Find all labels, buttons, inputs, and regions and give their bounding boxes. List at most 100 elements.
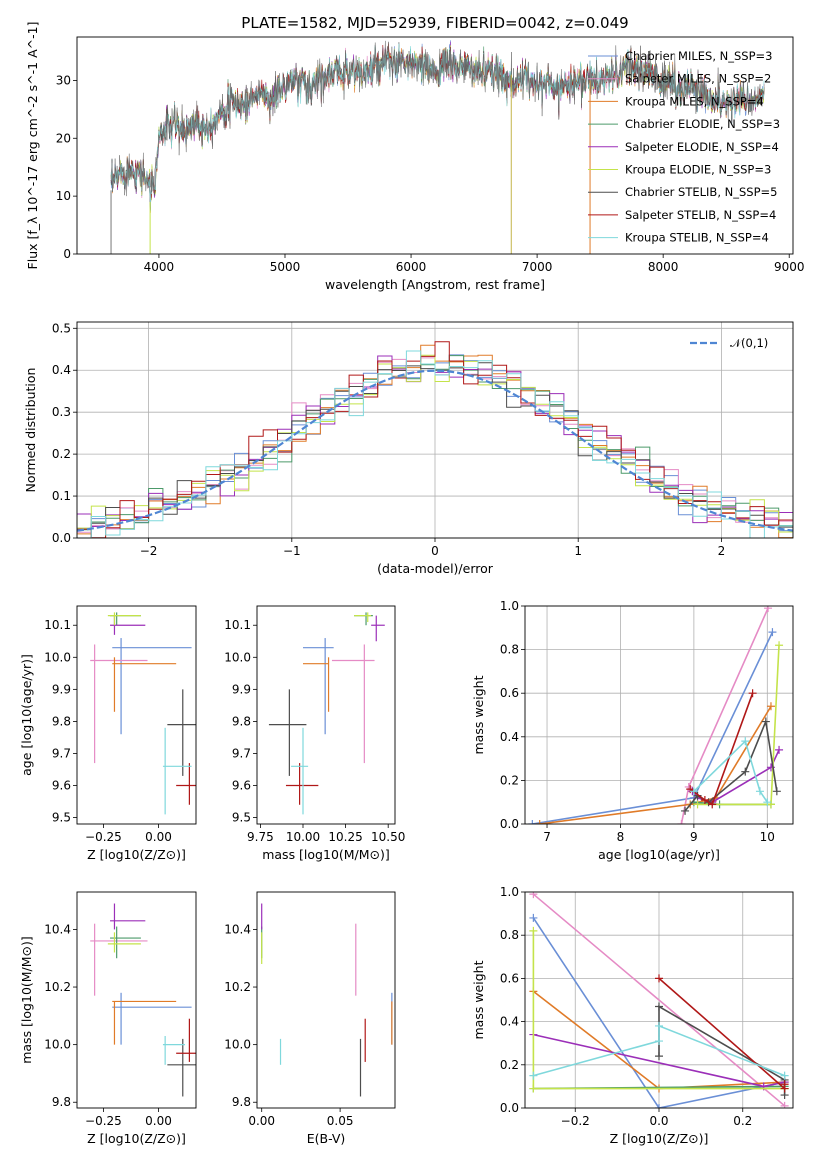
x-tick-label: 7000	[522, 260, 553, 274]
weight-line-1	[532, 893, 786, 1107]
x-tick-label: 0.0	[649, 1114, 668, 1128]
y-tick-label: 9.9	[232, 682, 251, 696]
y-axis-label: Normed distribution	[23, 368, 38, 493]
histogram-7	[77, 341, 793, 538]
y-axis-label: Flux [f_λ 10^-17 erg cm^-2 s^-1 A^-1]	[25, 22, 40, 270]
y-tick-label: 9.6	[232, 779, 251, 793]
weight-marker-6	[741, 767, 750, 776]
y-tick-label: 10.4	[44, 922, 71, 936]
x-tick-label: 0.2	[733, 1114, 752, 1128]
y-tick-label: 10	[56, 189, 71, 203]
weight-line-2	[539, 705, 772, 824]
y-tick-label: 10.1	[44, 618, 71, 632]
y-tick-label: 0.0	[52, 531, 71, 545]
histograms	[77, 341, 793, 538]
errorbars	[90, 903, 196, 1097]
y-tick-label: 9.7	[232, 746, 251, 760]
y-axis-label: mass weight	[471, 960, 486, 1039]
y-tick-label: 9.7	[52, 746, 71, 760]
x-tick-label: 0.00	[248, 1114, 275, 1128]
x-axis-label: Z [log10(Z/Z⊙)]	[87, 1131, 186, 1146]
plot-area-age-vs-Z	[90, 612, 196, 815]
weight-line-0	[532, 631, 774, 824]
y-tick-label: 0.6	[500, 686, 519, 700]
weight-marker-0	[529, 913, 538, 922]
y-tick-label: 1.0	[500, 885, 519, 899]
legend-entry-5: Kroupa ELODIE, N_SSP=3	[625, 163, 771, 177]
weight-line-6	[684, 718, 778, 812]
y-tick-label: 9.5	[52, 811, 71, 825]
y-tick-label: 1.0	[500, 599, 519, 613]
weight-marker-8	[755, 787, 764, 796]
chart-title: PLATE=1582, MJD=52939, FIBERID=0042, z=0…	[241, 14, 628, 32]
weight-marker-5	[775, 641, 784, 650]
axes-frame	[256, 891, 396, 1109]
panel-age-vs-mass: 9.75 10.00 10.25 10.50 9.5 9.6 9.7 9.8 9.9 10.0 10…	[224, 605, 405, 862]
panel-mass-vs-Z: −0.25 0.00 9.8 10.0 10.2 10.4 Z [log10(Z/Z⊙)] m…	[19, 891, 197, 1146]
y-tick-label: 10.0	[44, 1038, 71, 1052]
y-tick-label: 30	[56, 73, 71, 87]
weight-marker-5	[529, 926, 538, 935]
weight-line-4	[691, 749, 780, 804]
weight-marker-8	[741, 737, 750, 746]
y-tick-label: 10.4	[224, 922, 251, 936]
plot-area-mass-vs-Z	[90, 903, 196, 1097]
y-axis-label: mass [log10(M/M⊙)]	[19, 936, 34, 1064]
x-axis-label: mass [log10(M/M⊙)]	[262, 847, 390, 862]
panel-spectrum: 4000 5000 6000 7000 8000 9000 0 10 20 30 wavelengt…	[25, 22, 804, 292]
x-axis-label: (data-model)/error	[377, 561, 494, 576]
y-tick-label: 10.1	[224, 618, 251, 632]
x-tick-label: −0.25	[85, 830, 122, 844]
weight-marker-1	[677, 820, 686, 824]
y-tick-label: 9.8	[52, 1095, 71, 1109]
y-tick-label: 0.5	[52, 321, 71, 335]
weight-marker-0	[528, 820, 537, 824]
errorbars	[268, 612, 385, 815]
plot-area-age-vs-mass	[268, 612, 385, 815]
weight-marker-1	[529, 892, 538, 899]
panel-age-vs-Z: −0.25 0.00 9.5 9.6 9.7 9.8 9.9 10.0 10.1 Z [log10…	[19, 605, 197, 862]
x-tick-label: −2	[140, 544, 158, 558]
legend: Chabrier MILES, N_SSP=3 Salpeter MILES, N…	[588, 49, 780, 245]
plot-area-weight-vs-age	[528, 606, 784, 824]
weight-marker-8	[655, 1021, 663, 1030]
x-tick-label: 0	[431, 544, 439, 558]
y-tick-label: 9.8	[232, 714, 251, 728]
y-tick-label: 10.0	[44, 650, 71, 664]
spectrum-observed	[110, 40, 765, 197]
y-tick-label: 20	[56, 131, 71, 145]
x-tick-label: 4000	[144, 260, 175, 274]
weight-marker-7	[780, 1080, 789, 1089]
y-tick-label: 9.9	[52, 682, 71, 696]
axes-frame	[76, 605, 197, 825]
panel-residuals: −2 −1 0 1 2 0.0 0.1 0.2 0.3 0.4 0.5 (data-model)/er…	[23, 321, 794, 576]
legend-entry-3: Chabrier ELODIE, N_SSP=3	[625, 117, 780, 131]
errorbars	[261, 903, 393, 1097]
weight-line-8	[533, 1024, 785, 1077]
x-tick-label: 10.50	[371, 830, 405, 844]
weight-marker-6	[772, 787, 781, 796]
weight-line-7	[689, 692, 754, 806]
spectrum-lines	[110, 40, 765, 254]
y-tick-label: 10.0	[224, 650, 251, 664]
y-tick-label: 0.4	[500, 1015, 519, 1029]
axes-frame	[76, 36, 794, 255]
y-tick-label: 0.2	[52, 447, 71, 461]
y-tick-label: 10.0	[224, 1038, 251, 1052]
y-tick-label: 0.2	[500, 773, 519, 787]
x-axis-label: E(B-V)	[307, 1131, 346, 1146]
histogram-8	[77, 350, 793, 538]
weight-marker-2	[535, 820, 544, 824]
x-tick-label: 9.75	[247, 830, 274, 844]
x-tick-label: 5000	[270, 260, 301, 274]
plot-area-spectrum	[110, 40, 765, 254]
x-tick-label: 1	[574, 544, 582, 558]
axes-frame	[76, 891, 197, 1109]
legend-entry-2: Kroupa MILES, N_SSP=4	[625, 94, 764, 108]
weight-line-0	[532, 917, 785, 1108]
x-tick-label: 6000	[396, 260, 427, 274]
weight-marker-6	[655, 1002, 663, 1011]
weight-marker-0	[655, 1104, 663, 1108]
weight-marker-1	[780, 1101, 789, 1108]
